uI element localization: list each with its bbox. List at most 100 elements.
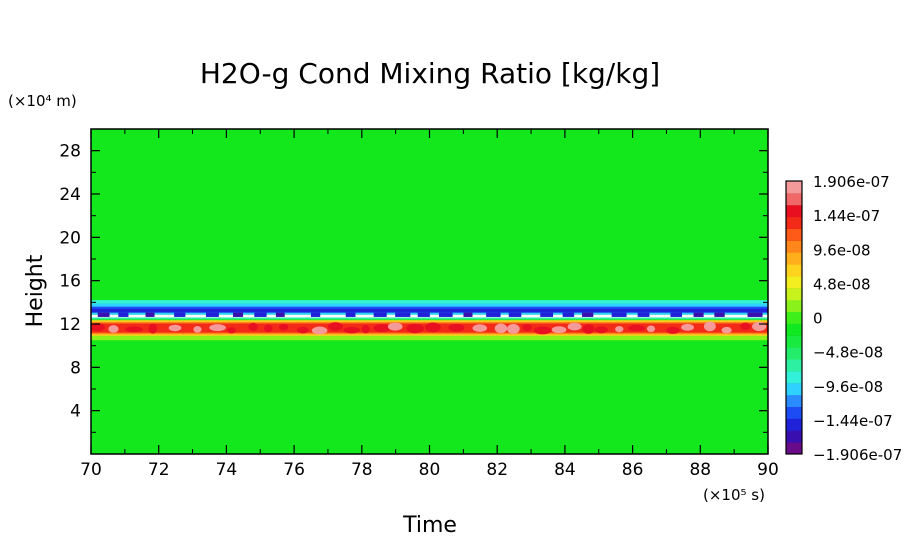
pos-blob	[703, 321, 716, 332]
neg-dip	[582, 312, 594, 317]
pos-blob	[387, 322, 403, 331]
colorbar-swatch	[786, 418, 802, 431]
pos-blob	[615, 325, 624, 333]
colorbar-labels: 1.906e-07 1.44e-07 9.6e-08 4.8e-08 0 −4.8e-08…	[813, 173, 902, 464]
colorbar-swatch	[786, 181, 802, 194]
pos-blob	[522, 324, 532, 331]
colorbar-label: 1.906e-07	[813, 173, 890, 191]
y-tick-label: 20	[59, 228, 81, 248]
pos-blob	[263, 324, 273, 333]
colorbar-label: −1.906e-07	[813, 446, 902, 464]
pos-blob	[343, 326, 360, 334]
pos-blob	[721, 326, 732, 334]
colorbar-swatch	[786, 359, 802, 372]
neg-dip	[373, 312, 387, 317]
gap-teal	[91, 317, 768, 320]
neg-dip	[174, 312, 186, 317]
neg-dip	[205, 312, 219, 317]
pos-blob	[148, 323, 158, 334]
colorbar-swatch	[786, 335, 802, 348]
y-axis: 4 8 12 16 20 24 28	[59, 142, 768, 433]
neg-dip	[118, 312, 129, 317]
pos-fringe	[91, 335, 768, 341]
x-tick-label: 72	[148, 460, 170, 480]
neg-dip	[562, 312, 575, 317]
neg-dip	[637, 312, 650, 317]
pos-blob	[740, 322, 751, 331]
colorbar-swatch	[786, 442, 802, 455]
neg-dip	[438, 312, 453, 317]
colorbar-label: 0	[813, 310, 823, 328]
colorbar-label: 4.8e-08	[813, 275, 871, 293]
colorbar-swatch	[786, 406, 802, 419]
colorbar-swatch	[786, 370, 802, 384]
colorbar-swatch	[786, 382, 802, 396]
x-tick-label: 70	[80, 460, 102, 480]
colorbar-swatch	[786, 287, 802, 301]
x-tick-label: 84	[554, 460, 576, 480]
pos-blob	[448, 323, 465, 332]
colorbar-swatch	[786, 192, 802, 206]
pos-blob	[406, 323, 424, 334]
pos-blob	[373, 324, 391, 333]
colorbar	[785, 180, 803, 455]
neg-dip	[463, 312, 473, 317]
neg-dip	[693, 312, 704, 317]
chart-title: H2O-g Cond Mixing Ratio [kg/kg]	[200, 57, 660, 90]
neg-dip	[611, 312, 627, 317]
neg-dip	[714, 312, 725, 317]
colorbar-swatch	[786, 252, 802, 265]
x-axis-label: Time	[402, 513, 457, 538]
x-tick-label: 80	[419, 460, 441, 480]
colorbar-swatch	[786, 299, 802, 313]
neg-fringe	[91, 300, 768, 304]
neg-dip	[747, 312, 763, 317]
pos-blob	[567, 322, 582, 331]
heatmap-features	[91, 300, 768, 341]
pos-blob	[666, 326, 680, 334]
y-tick-label: 24	[59, 185, 81, 205]
neg-dip	[395, 312, 411, 317]
pos-blob	[311, 326, 328, 335]
pos-blob	[507, 323, 520, 334]
pos-blob	[278, 323, 289, 331]
y-unit-label: (×10⁴ m)	[8, 92, 77, 110]
y-tick-label: 8	[70, 358, 81, 378]
x-tick-label: 74	[216, 460, 238, 480]
neg-band-edge	[91, 303, 768, 308]
pos-blob	[582, 324, 595, 334]
pos-blob	[628, 324, 646, 332]
x-tick-label: 82	[486, 460, 508, 480]
colorbar-swatch	[786, 323, 802, 336]
pos-blob	[494, 323, 508, 334]
pos-blob	[209, 324, 226, 332]
colorbar-swatch	[786, 347, 802, 360]
y-tick-label: 16	[59, 272, 81, 292]
y-tick-label: 4	[70, 402, 81, 422]
neg-dip	[670, 312, 682, 317]
neg-dip	[540, 312, 554, 317]
colorbar-frame	[785, 180, 803, 455]
pos-blob	[227, 327, 236, 334]
colorbar-label: −9.6e-08	[813, 378, 883, 396]
y-axis-label: Height	[23, 254, 48, 327]
pos-blob	[168, 324, 182, 332]
pos-blob	[125, 326, 143, 333]
colorbar-swatch	[786, 240, 802, 253]
neg-dip	[254, 312, 267, 317]
pos-blob	[296, 326, 309, 334]
pos-blob	[646, 325, 656, 333]
x-tick-label: 78	[351, 460, 373, 480]
neg-dip	[275, 312, 285, 317]
y-tick-label: 12	[59, 315, 81, 335]
neg-dip	[345, 312, 356, 317]
neg-band-mid	[91, 306, 768, 311]
colorbar-swatch	[786, 275, 802, 289]
colorbar-label: 1.44e-07	[813, 207, 880, 225]
colorbar-swatch	[786, 228, 802, 241]
colorbar-swatch	[786, 216, 802, 229]
pos-blob	[248, 322, 258, 331]
pos-blob	[533, 326, 552, 335]
neg-dip	[486, 312, 501, 317]
